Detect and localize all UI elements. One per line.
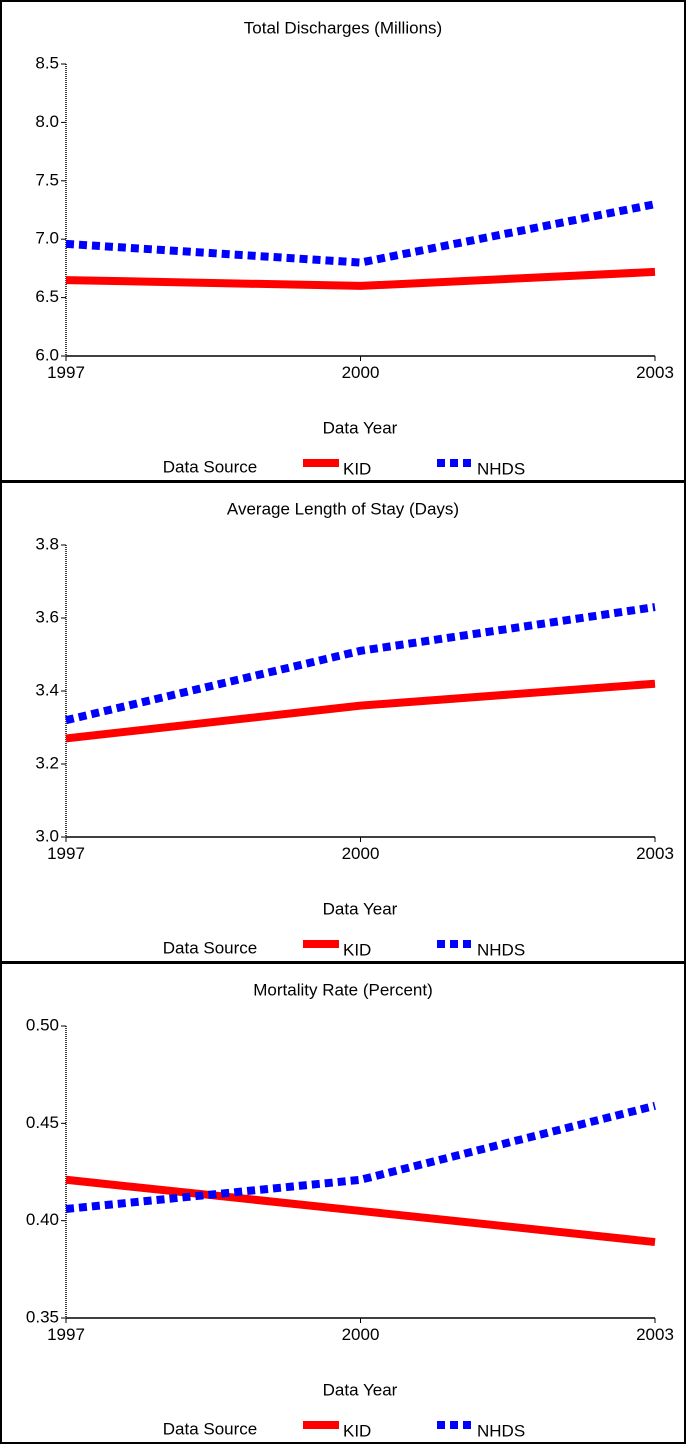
chart-title: Mortality Rate (Percent): [253, 980, 433, 999]
y-tick-label: 0.45: [26, 1113, 59, 1132]
legend-label: KID: [343, 1421, 371, 1440]
y-tick-label: 7.5: [35, 170, 59, 189]
y-tick-label: 3.2: [35, 753, 59, 772]
data-line: [65, 200, 656, 267]
x-axis-label: Data Year: [323, 899, 398, 918]
y-tick-label: 6.0: [35, 345, 59, 364]
y-tick-label: 7.0: [35, 229, 59, 248]
legend-label: KID: [343, 459, 371, 478]
y-tick-label: 3.8: [35, 534, 59, 553]
y-tick-label: 8.5: [35, 53, 59, 72]
x-tick-label: 2000: [342, 1325, 380, 1344]
panel-border: [0, 0, 686, 482]
legend-label: NHDS: [477, 940, 525, 959]
x-tick-label: 2000: [342, 844, 380, 863]
panel-border: [0, 962, 686, 1444]
x-tick-label: 1997: [47, 844, 85, 863]
y-tick-label: 0.40: [26, 1210, 59, 1229]
legend-title: Data Source: [163, 938, 258, 957]
x-tick-label: 2003: [636, 1325, 674, 1344]
x-tick-label: 2000: [342, 363, 380, 382]
chart-title: Total Discharges (Millions): [244, 18, 442, 37]
y-tick-label: 8.0: [35, 112, 59, 131]
legend-title: Data Source: [163, 457, 258, 476]
legend-label: KID: [343, 940, 371, 959]
legend-label: NHDS: [477, 1421, 525, 1440]
y-tick-label: 6.5: [35, 287, 59, 306]
y-tick-label: 3.6: [35, 607, 59, 626]
x-tick-label: 2003: [636, 363, 674, 382]
x-tick-label: 2003: [636, 844, 674, 863]
legend-title: Data Source: [163, 1419, 258, 1438]
x-axis-label: Data Year: [323, 1380, 398, 1399]
legend-label: NHDS: [477, 459, 525, 478]
data-line: [65, 1175, 656, 1247]
x-axis-label: Data Year: [323, 418, 398, 437]
y-tick-label: 3.4: [35, 680, 59, 699]
y-tick-label: 3.0: [35, 826, 59, 845]
data-line: [65, 679, 656, 743]
data-line: [65, 1101, 656, 1213]
x-tick-label: 1997: [47, 363, 85, 382]
y-tick-label: 0.50: [26, 1015, 59, 1034]
x-tick-label: 1997: [47, 1325, 85, 1344]
data-line: [65, 267, 656, 290]
panel-border: [0, 481, 686, 963]
y-tick-label: 0.35: [26, 1307, 59, 1326]
chart-title: Average Length of Stay (Days): [227, 499, 459, 518]
data-line: [65, 603, 656, 725]
